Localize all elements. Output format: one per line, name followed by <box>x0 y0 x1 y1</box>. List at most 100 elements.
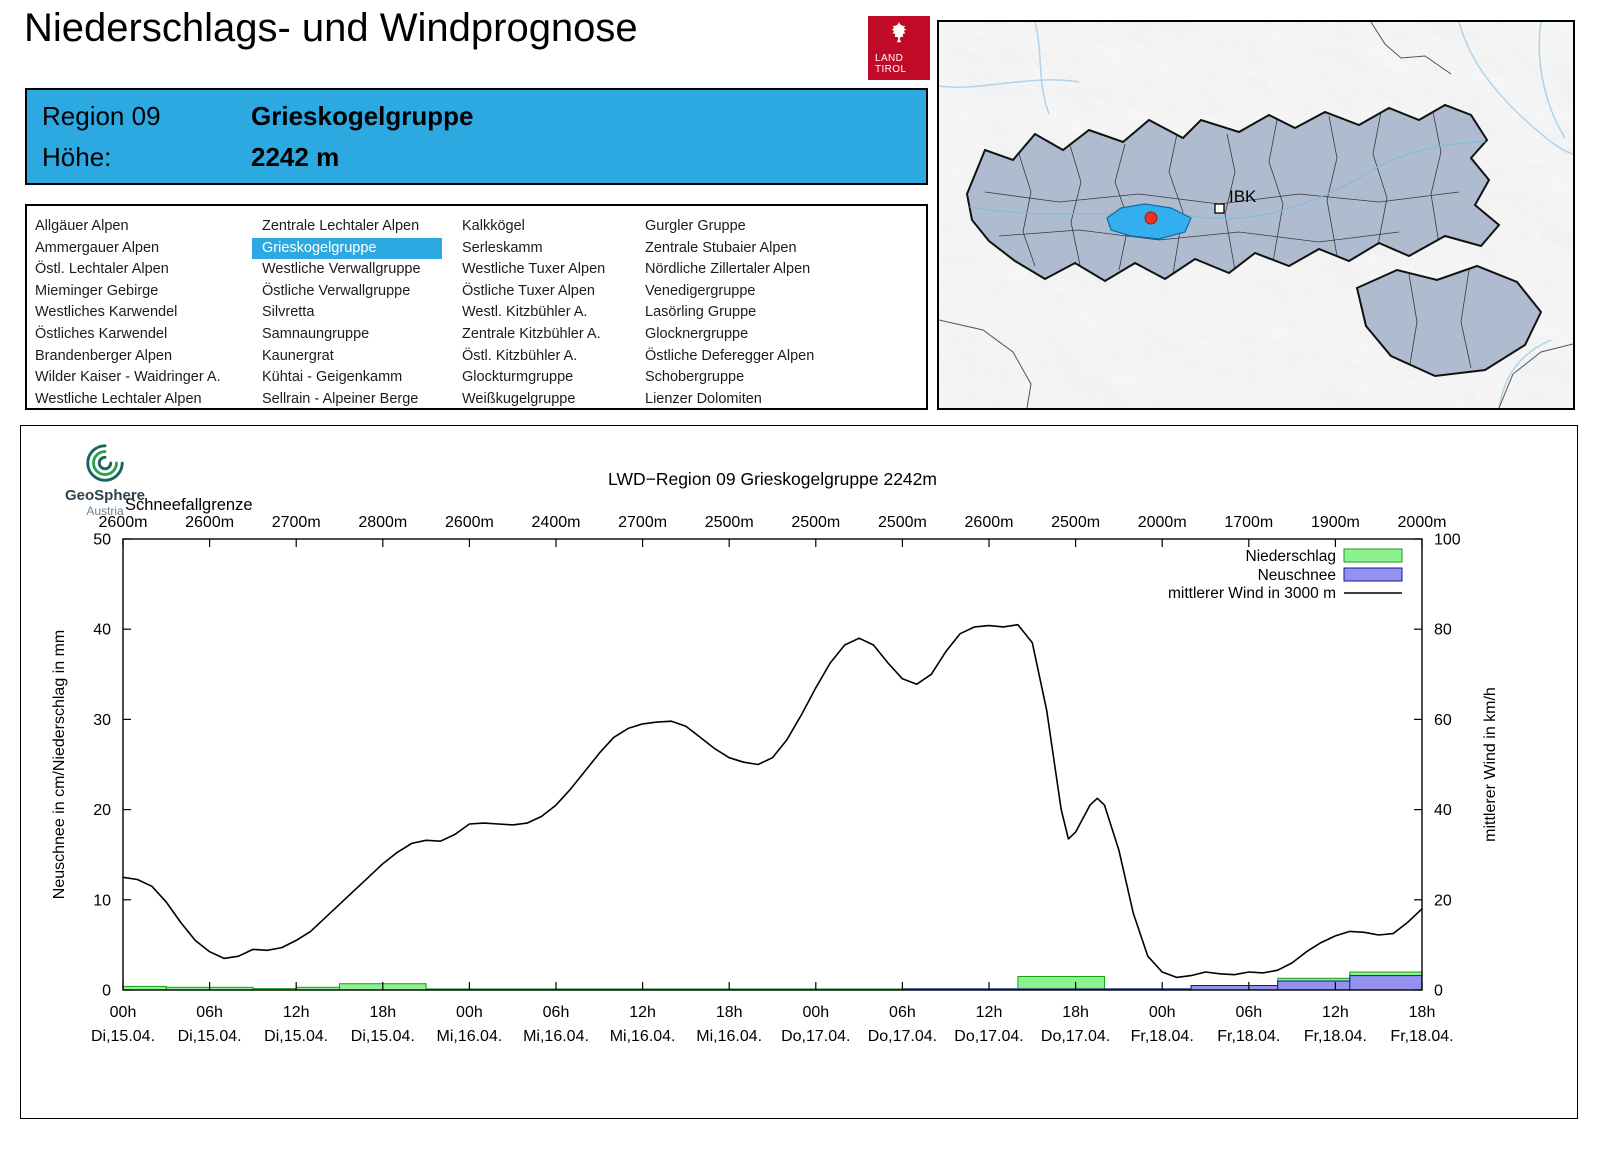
altitude-value: 2242 m <box>251 142 340 172</box>
region-list-item[interactable]: Samnaungruppe <box>262 325 370 342</box>
svg-text:12h: 12h <box>1322 1004 1349 1021</box>
svg-text:12h: 12h <box>283 1004 310 1021</box>
svg-text:0: 0 <box>1434 983 1443 1000</box>
region-list-item[interactable]: Östl. Kitzbühler A. <box>462 347 578 364</box>
svg-text:12h: 12h <box>629 1004 656 1021</box>
svg-text:18h: 18h <box>1409 1004 1436 1021</box>
x-axis: 00h Di,15.04. 2600m 06h Di,15.04. 2600m 12h Di,… <box>91 514 1454 1045</box>
svg-text:40: 40 <box>1434 802 1452 819</box>
svg-text:Neuschnee: Neuschnee <box>1258 567 1336 584</box>
region-list-item[interactable]: Wilder Kaiser - Waidringer A. <box>35 369 221 386</box>
svg-text:00h: 00h <box>802 1004 829 1021</box>
svg-text:Do,17.04.: Do,17.04. <box>781 1028 850 1045</box>
svg-text:2500m: 2500m <box>878 514 927 531</box>
region-list-item[interactable]: Westliches Karwendel <box>35 304 178 321</box>
svg-text:Do,17.04.: Do,17.04. <box>868 1028 937 1045</box>
region-list-item[interactable]: Westliche Tuxer Alpen <box>462 261 606 278</box>
svg-text:Di,15.04.: Di,15.04. <box>178 1028 242 1045</box>
region-list-item[interactable]: Östliches Karwendel <box>35 325 168 342</box>
geosphere-name: GeoSphere <box>64 487 146 504</box>
region-list-item[interactable]: Zentrale Stubaier Alpen <box>645 239 797 256</box>
region-list-item[interactable]: Östl. Lechtaler Alpen <box>35 261 169 278</box>
svg-text:2600m: 2600m <box>99 514 148 531</box>
region-list-item[interactable]: Kühtai - Geigenkamm <box>262 369 403 386</box>
region-list-item[interactable]: Östliche Verwallgruppe <box>262 282 411 299</box>
svg-text:40: 40 <box>93 622 111 639</box>
svg-text:Mi,16.04.: Mi,16.04. <box>696 1028 762 1045</box>
svg-text:06h: 06h <box>543 1004 570 1021</box>
svg-text:Di,15.04.: Di,15.04. <box>351 1028 415 1045</box>
svg-text:Fr,18.04.: Fr,18.04. <box>1390 1028 1453 1045</box>
wind-line <box>122 623 1423 979</box>
svg-text:Fr,18.04.: Fr,18.04. <box>1131 1028 1194 1045</box>
region-list-item[interactable]: Westliche Verwallgruppe <box>262 261 421 278</box>
geosphere-swirl-icon <box>86 444 124 482</box>
region-list-item[interactable]: Glockturmgruppe <box>462 369 574 386</box>
region-list-item[interactable]: Nördliche Zillertaler Alpen <box>645 261 811 278</box>
region-list-item[interactable]: Lasörling Gruppe <box>645 304 757 321</box>
region-list-item[interactable]: Schobergruppe <box>645 369 745 386</box>
svg-text:20: 20 <box>1434 892 1452 909</box>
region-list-item[interactable]: Serleskamm <box>462 239 543 256</box>
region-list-item[interactable]: Gurgler Gruppe <box>645 218 746 234</box>
region-list-item[interactable]: Westliche Lechtaler Alpen <box>35 390 202 407</box>
svg-text:Di,15.04.: Di,15.04. <box>91 1028 155 1045</box>
right-axis-title: mittlerer Wind in km/h <box>1482 687 1499 842</box>
region-list-item[interactable]: Zentrale Lechtaler Alpen <box>262 218 420 234</box>
altitude-label: Höhe: <box>42 142 112 172</box>
y-axes: 0 10 20 30 40 50 0 20 40 60 80 100 <box>93 532 1461 1000</box>
region-list-item[interactable]: Glocknergruppe <box>645 325 749 342</box>
svg-text:1900m: 1900m <box>1311 514 1360 531</box>
svg-text:18h: 18h <box>716 1004 743 1021</box>
svg-text:2800m: 2800m <box>358 514 407 531</box>
svg-text:0: 0 <box>102 983 111 1000</box>
tirol-logo-text: LAND TIROL <box>875 53 906 75</box>
svg-text:10: 10 <box>93 892 111 909</box>
svg-text:50: 50 <box>93 532 111 549</box>
region-list-item[interactable]: Silvretta <box>262 304 315 321</box>
svg-text:2500m: 2500m <box>791 514 840 531</box>
tirol-map-svg[interactable]: IBK <box>939 22 1573 408</box>
svg-text:2000m: 2000m <box>1138 514 1187 531</box>
region-list-item[interactable]: Lienzer Dolomiten <box>645 390 762 407</box>
chart-title: LWD−Region 09 Grieskogelgruppe 2242m <box>608 469 937 489</box>
region-list-item[interactable]: Kalkkögel <box>462 218 525 234</box>
map-region-east-tirol[interactable] <box>1355 264 1543 378</box>
svg-text:2700m: 2700m <box>618 514 667 531</box>
tirol-logo-line1: LAND <box>875 53 904 64</box>
tirol-map[interactable]: IBK <box>937 20 1575 410</box>
svg-text:Mi,16.04.: Mi,16.04. <box>436 1028 502 1045</box>
region-list-item[interactable]: Östliche Tuxer Alpen <box>462 282 595 299</box>
region-list-item[interactable]: Ammergauer Alpen <box>35 239 160 256</box>
region-list-item[interactable]: Zentrale Kitzbühler A. <box>462 325 601 342</box>
svg-text:Do,17.04.: Do,17.04. <box>1041 1028 1110 1045</box>
svg-text:Fr,18.04.: Fr,18.04. <box>1304 1028 1367 1045</box>
region-list-item[interactable]: Brandenberger Alpen <box>35 347 173 364</box>
tirol-logo-line2: TIROL <box>875 64 907 75</box>
geosphere-country: Austria <box>86 504 124 518</box>
region-list-item[interactable]: Grieskogelgruppe <box>252 237 442 260</box>
region-list-item[interactable]: Östliche Deferegger Alpen <box>645 347 815 364</box>
svg-text:2600m: 2600m <box>445 514 494 531</box>
region-list-item[interactable]: Venedigergruppe <box>645 282 756 299</box>
svg-text:2600m: 2600m <box>965 514 1014 531</box>
region-list-item[interactable]: Westl. Kitzbühler A. <box>462 304 588 321</box>
svg-text:06h: 06h <box>889 1004 916 1021</box>
svg-text:18h: 18h <box>1062 1004 1089 1021</box>
region-list-item[interactable]: Kaunergrat <box>262 347 334 364</box>
svg-text:00h: 00h <box>1149 1004 1176 1021</box>
svg-text:Do,17.04.: Do,17.04. <box>954 1028 1023 1045</box>
region-list-item[interactable]: Weißkugelgruppe <box>462 390 576 407</box>
svg-text:30: 30 <box>93 712 111 729</box>
region-list-item[interactable]: Sellrain - Alpeiner Berge <box>262 390 419 407</box>
svg-text:06h: 06h <box>196 1004 223 1021</box>
region-list-item[interactable]: Mieminger Gebirge <box>35 282 159 299</box>
svg-text:2600m: 2600m <box>185 514 234 531</box>
svg-text:mittlerer Wind in 3000 m: mittlerer Wind in 3000 m <box>1168 585 1336 602</box>
svg-text:60: 60 <box>1434 712 1452 729</box>
map-region-north-tirol[interactable] <box>965 103 1501 283</box>
region-list-item[interactable]: Allgäuer Alpen <box>35 218 129 234</box>
svg-text:00h: 00h <box>456 1004 483 1021</box>
